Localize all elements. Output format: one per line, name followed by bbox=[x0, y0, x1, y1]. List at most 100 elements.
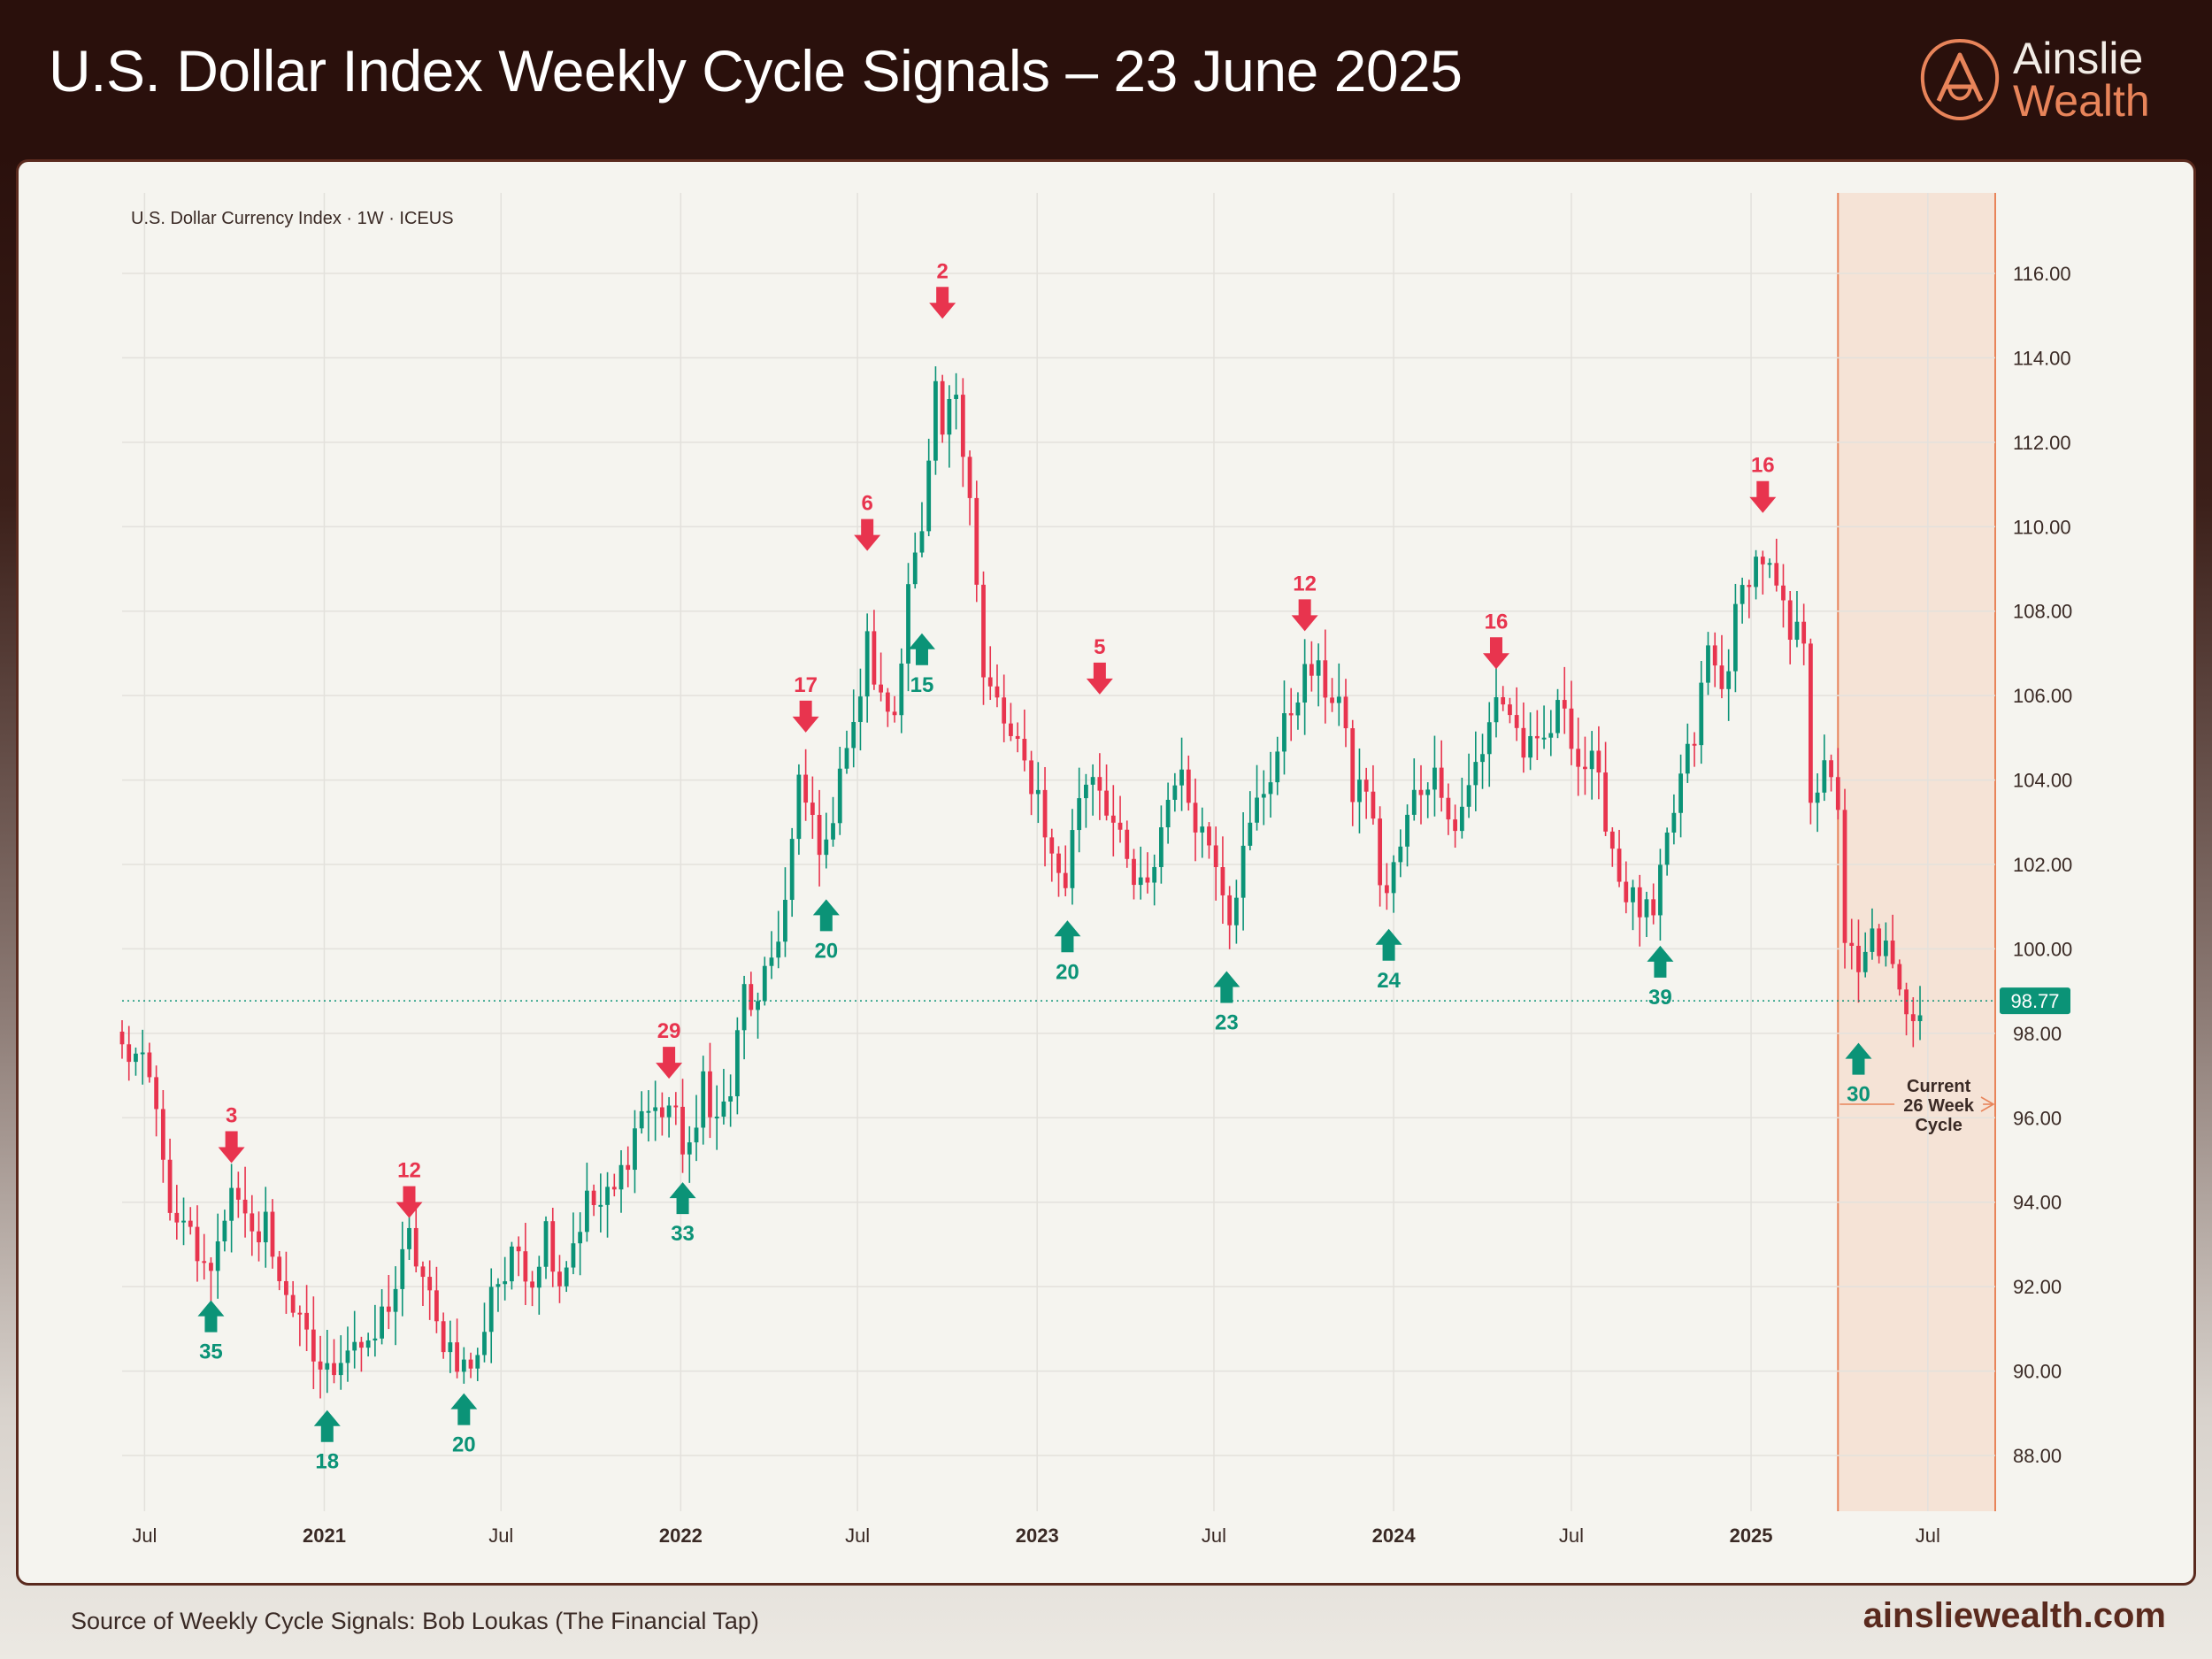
candle-body bbox=[626, 1164, 631, 1171]
candle-body bbox=[1473, 762, 1479, 786]
x-tick-label: 2021 bbox=[303, 1525, 346, 1547]
candle-body bbox=[1576, 749, 1581, 767]
candle-body bbox=[1282, 713, 1286, 752]
candle-body bbox=[1726, 671, 1732, 689]
candle-body bbox=[1733, 603, 1738, 672]
candle-body bbox=[1521, 727, 1526, 758]
candle-body bbox=[1624, 881, 1629, 902]
down-arrow-icon bbox=[1749, 480, 1777, 513]
down-arrow-icon bbox=[1482, 637, 1509, 670]
candle-body bbox=[1405, 814, 1409, 847]
candle-body bbox=[892, 711, 897, 716]
brand-logo[interactable]: Ainslie Wealth bbox=[1916, 35, 2181, 124]
up-arrow-icon bbox=[313, 1409, 341, 1442]
candle-body bbox=[468, 1359, 473, 1369]
candle-body bbox=[1138, 877, 1143, 886]
candle-body bbox=[687, 1142, 692, 1155]
candle-body bbox=[263, 1211, 268, 1243]
candle-body bbox=[899, 663, 904, 716]
candle-body bbox=[174, 1212, 180, 1223]
y-tick-label: 104.00 bbox=[2013, 770, 2072, 792]
candle-body bbox=[1090, 777, 1095, 785]
candle-body bbox=[1425, 789, 1431, 795]
candle-body bbox=[796, 774, 802, 840]
cycle-low-label: 35 bbox=[199, 1340, 223, 1364]
candle-body bbox=[1541, 737, 1547, 740]
candle-body bbox=[1350, 728, 1356, 803]
cycle-low-label: 39 bbox=[1648, 986, 1672, 1010]
footer-url[interactable]: ainsliewealth.com bbox=[1863, 1596, 2166, 1635]
down-arrow-icon bbox=[396, 1186, 423, 1218]
candle-body bbox=[1494, 696, 1499, 723]
candle-body bbox=[872, 631, 877, 685]
down-arrow-icon bbox=[656, 1047, 683, 1079]
candle-body bbox=[1671, 812, 1677, 833]
candle-body bbox=[420, 1266, 426, 1278]
candle-body bbox=[912, 552, 918, 585]
footer-source: Source of Weekly Cycle Signals: Bob Louk… bbox=[71, 1608, 759, 1634]
instrument-label: U.S. Dollar Currency Index · 1W · ICEUS bbox=[131, 209, 454, 228]
candle-body bbox=[1760, 557, 1765, 565]
candle-body bbox=[1835, 777, 1840, 810]
candle-body bbox=[776, 941, 781, 958]
candle-body bbox=[441, 1321, 446, 1353]
candle-body bbox=[1740, 585, 1745, 604]
candle-body bbox=[332, 1363, 336, 1376]
candle-body bbox=[1849, 942, 1855, 946]
candle-body bbox=[789, 839, 795, 900]
candle-body bbox=[1706, 645, 1710, 683]
candle-body bbox=[1480, 754, 1485, 763]
x-tick-label: Jul bbox=[1916, 1525, 1940, 1547]
candle-body bbox=[1712, 645, 1717, 666]
x-tick-label: 2023 bbox=[1016, 1525, 1059, 1547]
candle-body bbox=[1371, 791, 1376, 819]
candle-body bbox=[202, 1261, 207, 1263]
down-arrow-icon bbox=[854, 518, 881, 551]
candle-body bbox=[1084, 784, 1088, 799]
x-tick-label: 2025 bbox=[1730, 1525, 1773, 1547]
candle-body bbox=[1910, 1014, 1916, 1022]
candle-body bbox=[769, 957, 774, 966]
candle-body bbox=[455, 1342, 459, 1372]
x-tick-label: Jul bbox=[132, 1525, 157, 1547]
current-cycle-region bbox=[1838, 193, 1995, 1511]
x-tick-label: Jul bbox=[845, 1525, 870, 1547]
down-arrow-icon bbox=[792, 700, 819, 733]
candle-body bbox=[1501, 696, 1506, 705]
y-tick-label: 88.00 bbox=[2013, 1445, 2062, 1467]
candle-body bbox=[1063, 872, 1068, 888]
candle-body bbox=[235, 1187, 241, 1200]
candle-body bbox=[318, 1361, 323, 1370]
candle-body bbox=[659, 1107, 664, 1118]
candle-body bbox=[1890, 941, 1895, 964]
candle-body bbox=[311, 1329, 316, 1362]
candle-body bbox=[721, 1101, 726, 1118]
candle-body bbox=[591, 1190, 596, 1205]
candle-body bbox=[605, 1187, 610, 1205]
cycle-top-label: 17 bbox=[794, 673, 818, 697]
candle-body bbox=[1617, 849, 1622, 882]
candle-body bbox=[482, 1332, 487, 1356]
candle-body bbox=[1747, 585, 1752, 588]
cycle-low-label: 33 bbox=[671, 1222, 695, 1246]
candle-body bbox=[1562, 700, 1567, 709]
page-title: U.S. Dollar Index Weekly Cycle Signals –… bbox=[49, 38, 1463, 104]
candle-body bbox=[694, 1127, 699, 1143]
candle-body bbox=[127, 1044, 132, 1063]
candle-body bbox=[1815, 792, 1820, 803]
candle-body bbox=[940, 380, 945, 435]
candle-body bbox=[1015, 735, 1020, 739]
candle-body bbox=[701, 1071, 706, 1128]
candle-body bbox=[1603, 772, 1608, 832]
candle-body bbox=[803, 774, 809, 803]
candle-body bbox=[933, 380, 938, 461]
candle-body bbox=[1233, 897, 1239, 926]
candle-body bbox=[1596, 750, 1601, 773]
y-tick-label: 108.00 bbox=[2013, 601, 2072, 623]
candle-body bbox=[297, 1312, 303, 1315]
cycle-low-label: 30 bbox=[1847, 1083, 1870, 1107]
candle-body bbox=[1323, 660, 1328, 698]
candle-body bbox=[1035, 789, 1041, 795]
candle-body bbox=[584, 1190, 589, 1233]
